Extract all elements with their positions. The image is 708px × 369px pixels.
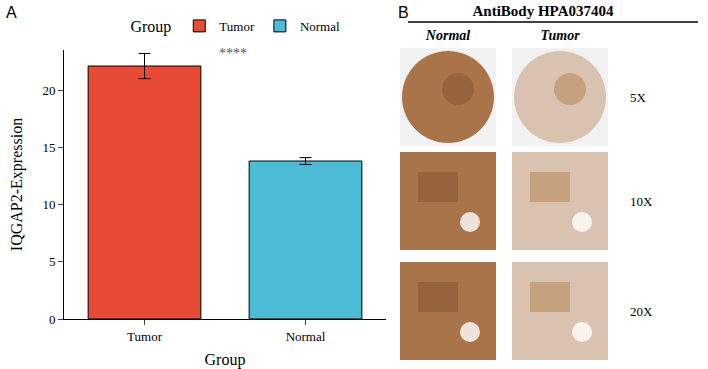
svg-text:5X: 5X xyxy=(630,90,647,105)
svg-text:AntiBody HPA037404: AntiBody HPA037404 xyxy=(473,3,614,19)
html-text:B: B xyxy=(398,4,409,21)
svg-text:Tumor: Tumor xyxy=(127,329,163,344)
svg-text:0: 0 xyxy=(49,312,56,327)
svg-text:10: 10 xyxy=(42,197,55,212)
html-text:A: A xyxy=(6,4,17,21)
svg-text:Tumor: Tumor xyxy=(540,28,580,43)
svg-text:15: 15 xyxy=(42,140,55,155)
svg-text:Normal: Normal xyxy=(300,19,340,34)
svg-text:Group: Group xyxy=(205,351,246,369)
svg-text:Group: Group xyxy=(130,18,171,36)
svg-text:20: 20 xyxy=(42,83,55,98)
svg-text:5: 5 xyxy=(49,254,56,269)
svg-text:Normal: Normal xyxy=(425,28,470,43)
svg-text:Tumor: Tumor xyxy=(219,19,255,34)
svg-text:****: **** xyxy=(219,46,247,61)
svg-text:10X: 10X xyxy=(630,194,653,209)
svg-text:Normal: Normal xyxy=(286,329,326,344)
svg-text:20X: 20X xyxy=(630,304,653,319)
svg-text:IQGAP2-Expression: IQGAP2-Expression xyxy=(8,118,26,251)
